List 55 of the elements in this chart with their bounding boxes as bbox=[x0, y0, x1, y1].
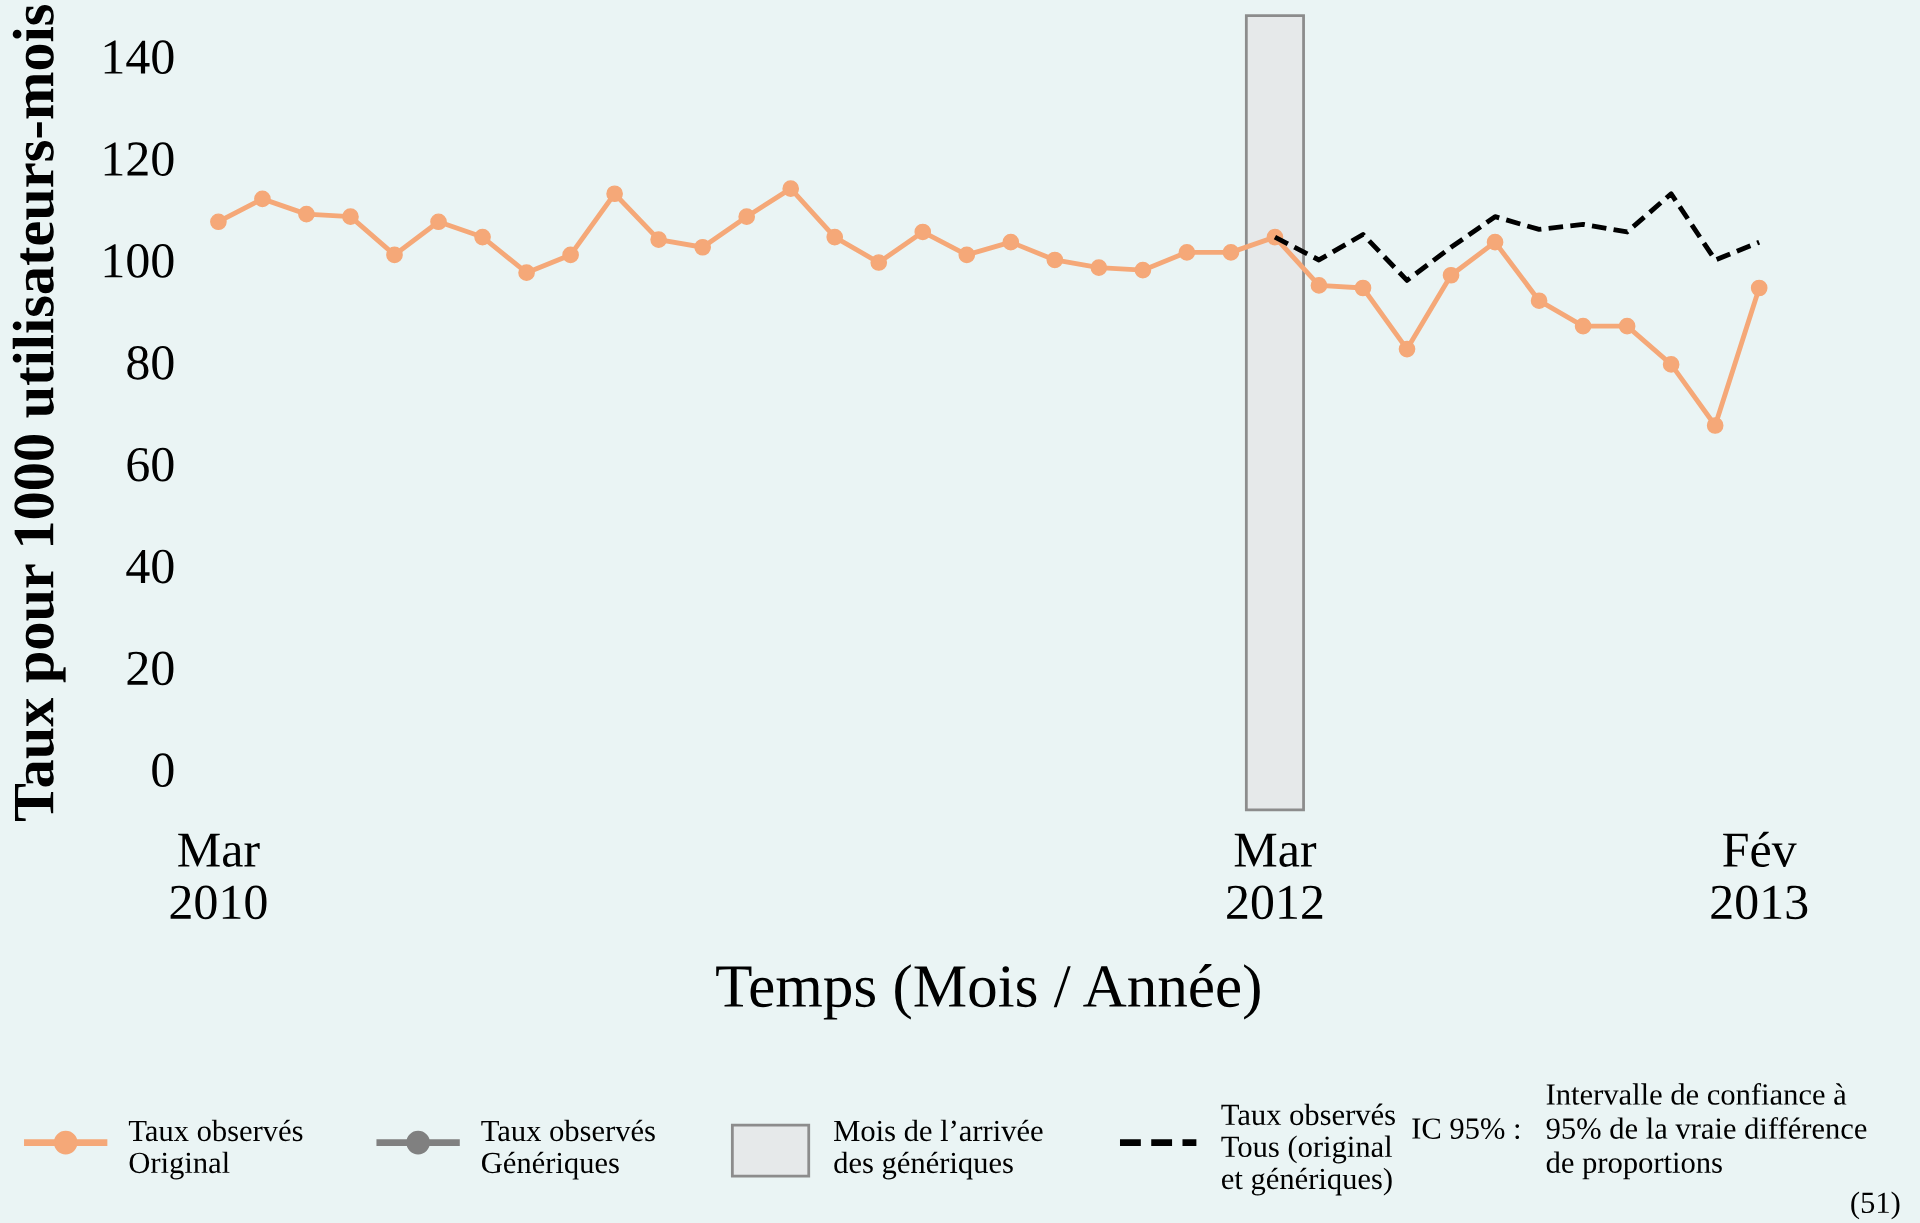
text: Intervalle de confiance à 95% de la vraie différence de proportions bbox=[1546, 1083, 1867, 1180]
y-tick-label: 60 bbox=[127, 447, 174, 482]
point bbox=[1002, 233, 1020, 251]
point bbox=[914, 223, 932, 241]
legend-label: Mois de l’arrivée des génériques bbox=[834, 1119, 1043, 1180]
y-tick-label: 40 bbox=[126, 549, 174, 584]
y-axis-title: Taux pour 1000 utilisateurs-mois bbox=[12, 4, 66, 822]
point bbox=[1310, 277, 1328, 294]
legend-label: Taux observés Tous (original et génériques) bbox=[1221, 1103, 1395, 1196]
point bbox=[826, 228, 844, 246]
point bbox=[1574, 317, 1592, 335]
point bbox=[1618, 317, 1636, 335]
point bbox=[518, 264, 535, 282]
y-tick-label: 120 bbox=[104, 142, 174, 176]
point bbox=[870, 254, 888, 271]
x-tick-label: Mar 2010 bbox=[170, 833, 267, 920]
legend-label: Taux observés Génériques bbox=[481, 1119, 655, 1180]
point bbox=[1354, 279, 1372, 297]
point bbox=[1046, 251, 1064, 269]
y-tick-label: 20 bbox=[127, 651, 174, 686]
y-tick-label: 0 bbox=[152, 753, 174, 788]
point bbox=[1442, 266, 1460, 284]
point bbox=[210, 213, 227, 231]
point bbox=[1134, 261, 1152, 279]
point bbox=[958, 246, 976, 264]
legend-label: Taux observés Original bbox=[128, 1119, 303, 1180]
point bbox=[738, 208, 756, 226]
x-tick-label: Fév 2013 bbox=[1711, 831, 1808, 920]
point bbox=[650, 231, 667, 248]
point bbox=[606, 185, 623, 203]
point bbox=[562, 246, 579, 264]
y-tick-label: 80 bbox=[127, 345, 174, 380]
y-tick-label: 140 bbox=[104, 40, 174, 75]
point bbox=[694, 238, 711, 256]
text: IC 95% : bbox=[1412, 1118, 1520, 1140]
text: (51) bbox=[1851, 1191, 1900, 1220]
y-tick-label: 100 bbox=[104, 244, 174, 278]
x-axis-title: Temps (Mois / Année) bbox=[716, 964, 1260, 1020]
point bbox=[342, 208, 359, 226]
point bbox=[1398, 340, 1416, 358]
point bbox=[254, 190, 271, 208]
point bbox=[1486, 233, 1504, 251]
x-tick-label: Mar 2012 bbox=[1227, 833, 1323, 920]
point bbox=[1090, 259, 1108, 276]
point bbox=[1530, 292, 1548, 310]
point bbox=[430, 213, 447, 231]
point bbox=[1750, 279, 1768, 297]
point bbox=[474, 228, 491, 246]
point bbox=[1178, 244, 1196, 261]
point bbox=[298, 205, 315, 223]
point bbox=[782, 180, 800, 198]
point bbox=[386, 246, 403, 264]
point bbox=[1706, 417, 1724, 434]
point bbox=[1662, 356, 1680, 373]
point bbox=[1222, 244, 1240, 261]
